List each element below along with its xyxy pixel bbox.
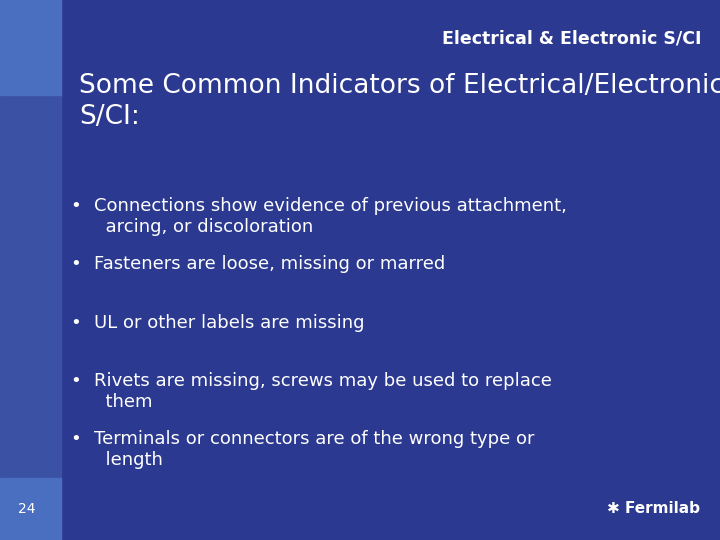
Text: •: •: [71, 255, 81, 273]
Bar: [0, 0, 61, 540]
Bar: [0, 0, 61, 94]
Text: 24: 24: [18, 502, 35, 516]
Text: Rivets are missing, screws may be used to replace
  them: Rivets are missing, screws may be used t…: [94, 372, 552, 411]
Text: Connections show evidence of previous attachment,
  arcing, or discoloration: Connections show evidence of previous at…: [94, 197, 567, 236]
Text: Terminals or connectors are of the wrong type or
  length: Terminals or connectors are of the wrong…: [94, 430, 534, 469]
Text: •: •: [71, 372, 81, 390]
Text: •: •: [71, 314, 81, 332]
Text: •: •: [71, 197, 81, 215]
Text: •: •: [71, 430, 81, 448]
Text: Electrical & Electronic S/CI: Electrical & Electronic S/CI: [443, 30, 702, 48]
Text: ✱ Fermilab: ✱ Fermilab: [607, 501, 700, 516]
Text: Some Common Indicators of Electrical/Electronic
S/CI:: Some Common Indicators of Electrical/Ele…: [79, 73, 720, 130]
Text: UL or other labels are missing: UL or other labels are missing: [94, 314, 364, 332]
Bar: [0, 478, 61, 540]
Text: Fasteners are loose, missing or marred: Fasteners are loose, missing or marred: [94, 255, 445, 273]
